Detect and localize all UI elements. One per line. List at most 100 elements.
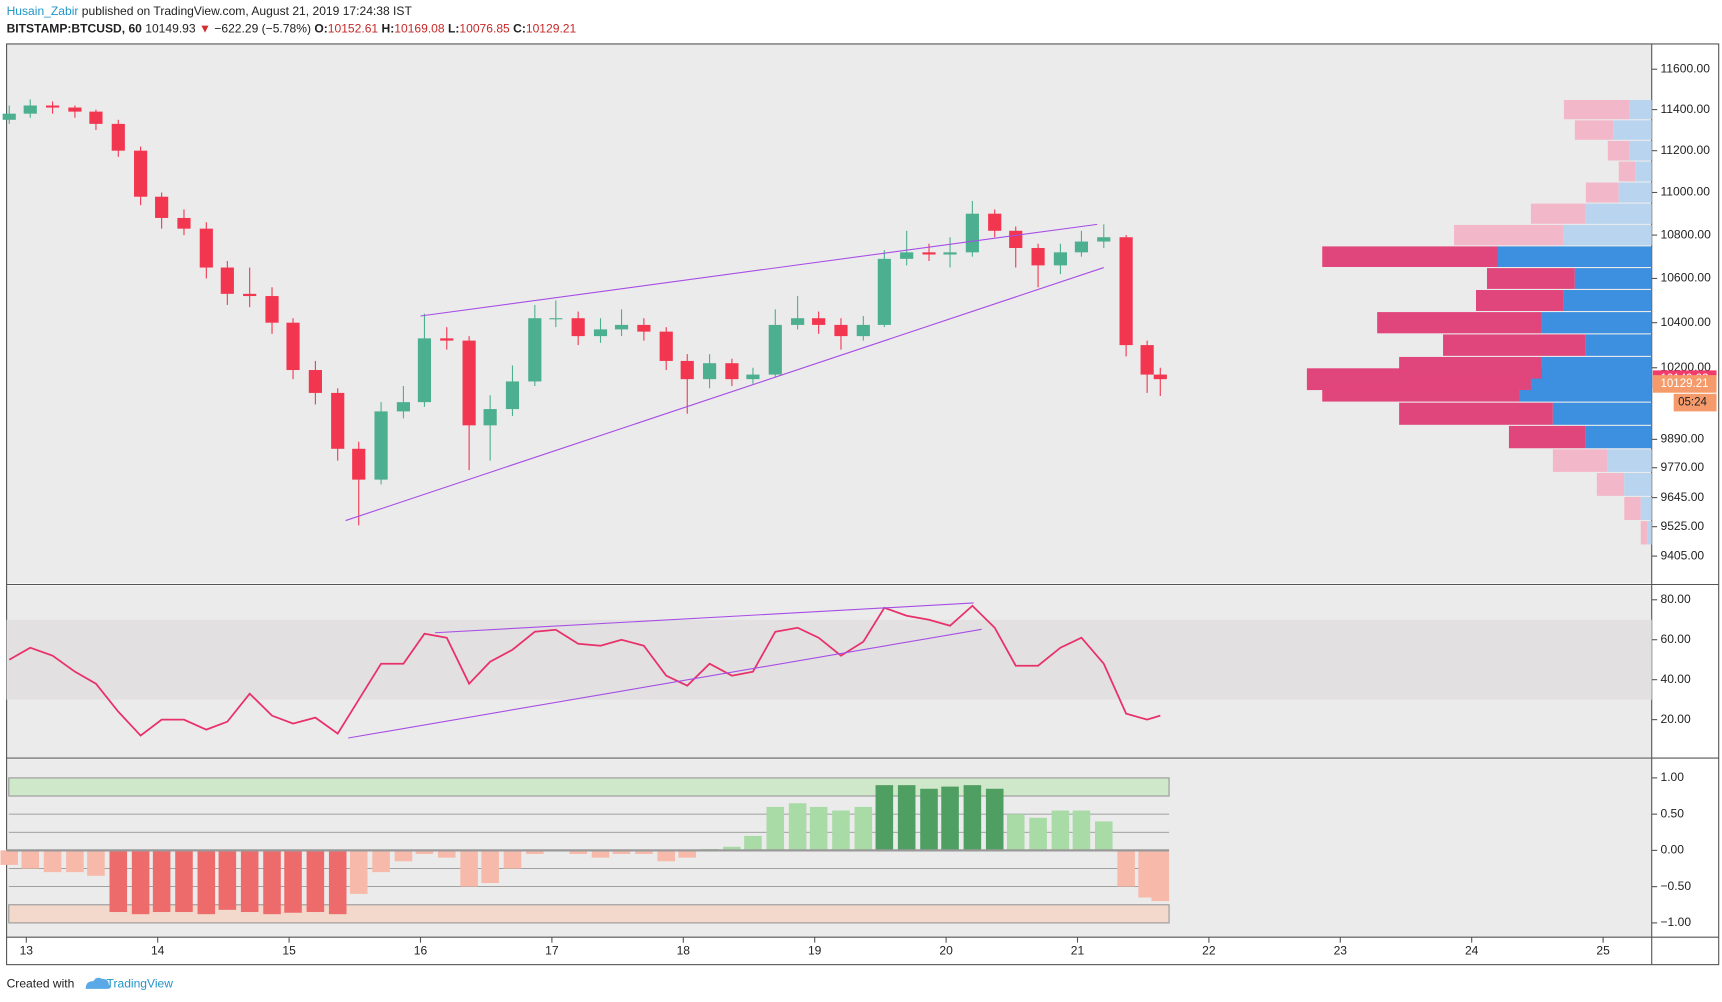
- candle-body: [483, 409, 497, 426]
- candle-body: [746, 374, 760, 380]
- osc-bar: [218, 850, 237, 910]
- volume-buy: [1563, 289, 1652, 311]
- x-tick-label: 19: [808, 944, 822, 958]
- l-label: L:: [448, 22, 459, 36]
- candle-body: [1097, 237, 1111, 242]
- y-tick-label: 11600.00: [1661, 61, 1711, 75]
- candle-body: [965, 213, 979, 253]
- trendline: [420, 223, 1098, 317]
- osc-bar: [744, 835, 762, 851]
- candle-body: [23, 105, 37, 114]
- candle-body: [725, 363, 739, 380]
- volume-buy: [1585, 425, 1652, 449]
- footer-created: Created with: [7, 977, 75, 991]
- osc-bar: [723, 846, 741, 851]
- footer-brand[interactable]: TradingView: [107, 977, 174, 991]
- osc-bar: [941, 786, 959, 851]
- volume-buy: [1563, 224, 1652, 246]
- osc-bar: [854, 806, 873, 851]
- volume-buy: [1629, 99, 1652, 120]
- y-tick-label: 11200.00: [1661, 143, 1711, 157]
- o-value: 10152.61: [328, 22, 379, 36]
- osc-bar: [766, 806, 785, 851]
- osc-bar: [306, 850, 325, 913]
- volume-sell: [1399, 402, 1553, 425]
- candle-body: [68, 107, 82, 112]
- x-tick-label: 25: [1596, 944, 1610, 958]
- y-tick-label: 11000.00: [1661, 185, 1711, 199]
- candle-body: [374, 411, 388, 480]
- osc-bar: [612, 850, 631, 855]
- osc-bar: [372, 850, 390, 873]
- c-value: 10129.21: [526, 22, 577, 36]
- osc-bar: [809, 806, 828, 851]
- volume-buy: [1607, 449, 1652, 472]
- candle-body: [352, 448, 366, 480]
- candle-body: [768, 324, 782, 375]
- candle-body: [834, 324, 848, 337]
- y-tick-label: 1.00: [1661, 770, 1685, 784]
- y-tick-label: 40.00: [1661, 672, 1692, 686]
- candle-body: [988, 213, 1002, 231]
- y-tick-label: 9405.00: [1661, 548, 1705, 562]
- osc-bar: [678, 850, 697, 858]
- volume-buy: [1541, 356, 1652, 379]
- volume-sell: [1443, 334, 1586, 356]
- x-tick-label: 20: [939, 944, 953, 958]
- osc-bar: [21, 850, 40, 869]
- frame: [6, 43, 1720, 966]
- volume-sell: [1640, 521, 1648, 545]
- c-label: C:: [513, 22, 526, 36]
- volume-sell: [1530, 203, 1586, 224]
- price-label-bg: [1652, 375, 1717, 393]
- osc-bar: [788, 803, 807, 851]
- volume-buy: [1613, 120, 1652, 140]
- logo: [85, 977, 111, 989]
- volume-sell: [1574, 120, 1614, 140]
- candle-body: [1009, 230, 1023, 249]
- x-tick-label: 23: [1334, 944, 1348, 958]
- candle-body: [812, 318, 826, 325]
- y-tick-label: −1.00: [1661, 915, 1692, 929]
- osc-bar: [920, 788, 938, 851]
- volume-sell: [1399, 356, 1542, 379]
- volume-buy: [1552, 402, 1652, 425]
- candle-body: [571, 318, 585, 337]
- osc-bar: [481, 850, 499, 884]
- x-tick-label: 16: [414, 944, 428, 958]
- osc-bar: [43, 850, 62, 873]
- osc-bar: [87, 850, 105, 876]
- volume-buy: [1541, 312, 1652, 334]
- volume-sell: [1607, 140, 1630, 161]
- osc-bar: [1051, 810, 1070, 851]
- arrow: ▼: [199, 22, 211, 36]
- price-label: 10129.21: [1661, 378, 1709, 390]
- h-value: 10169.08: [394, 22, 445, 36]
- candle-body: [2, 113, 16, 120]
- volume-sell: [1476, 289, 1564, 311]
- volume-buy: [1618, 182, 1652, 203]
- candle-body: [1074, 241, 1089, 253]
- candle-body: [877, 258, 891, 325]
- candle-body: [1119, 237, 1133, 346]
- last: 10149.93: [145, 22, 196, 36]
- osc-bar: [460, 850, 478, 887]
- x-tick-label: 22: [1202, 944, 1216, 958]
- candle-body: [593, 329, 608, 337]
- x-tick-label: 13: [20, 944, 34, 958]
- candle-body: [155, 196, 169, 218]
- volume-sell: [1563, 99, 1630, 120]
- osc-bar: [875, 785, 894, 851]
- volume-sell: [1486, 268, 1575, 289]
- candle-body: [220, 267, 234, 294]
- osc-bar: [1151, 850, 1170, 902]
- osc-bar: [349, 850, 368, 894]
- x-tick-label: 21: [1071, 944, 1085, 958]
- volume-buy: [1624, 473, 1652, 496]
- volume-sell: [1552, 449, 1608, 472]
- osc-bar: [437, 850, 456, 858]
- author[interactable]: Husain_Zabir: [7, 4, 79, 18]
- volume-sell: [1585, 182, 1619, 203]
- y-tick-label: 10800.00: [1661, 227, 1712, 241]
